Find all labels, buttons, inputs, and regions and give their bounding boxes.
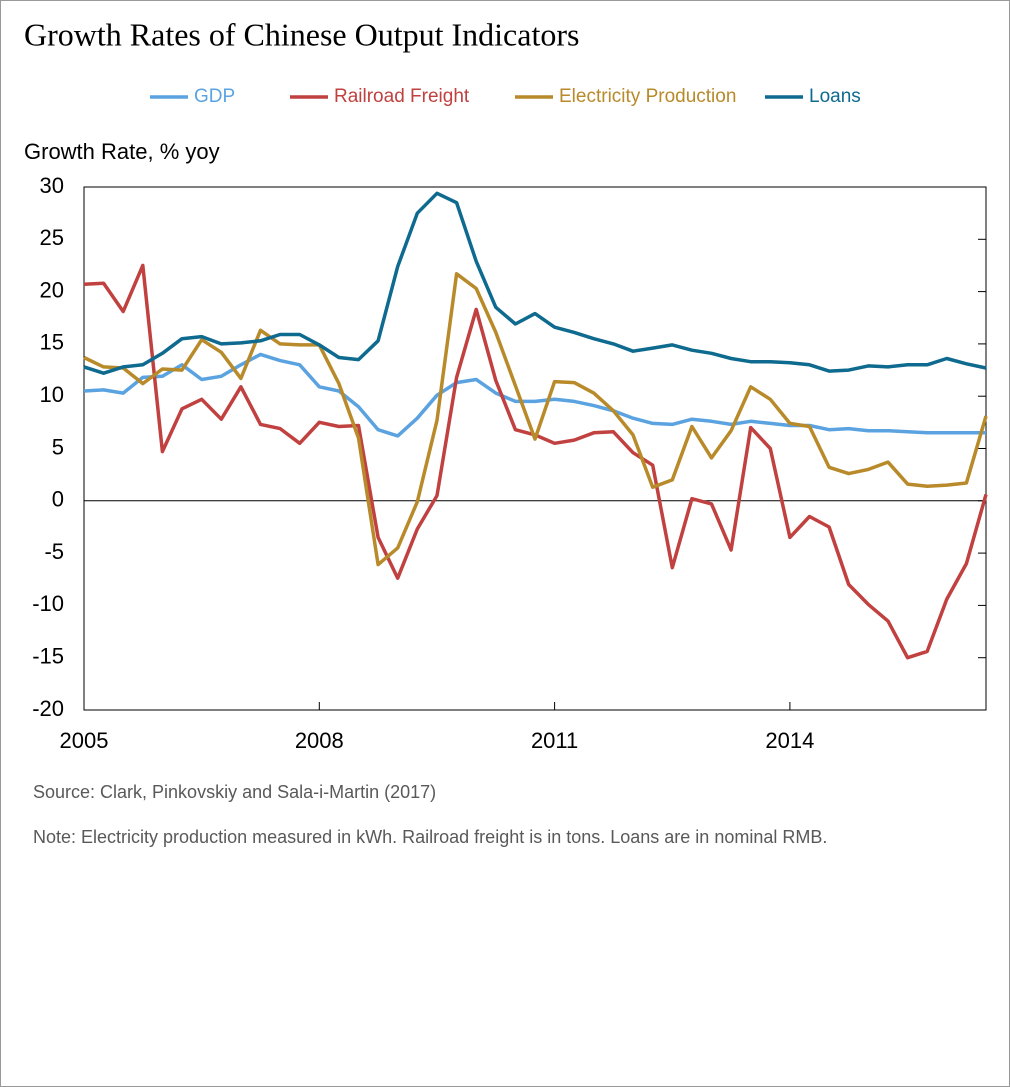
y-tick-label: 30 xyxy=(40,173,64,198)
y-tick-label: 25 xyxy=(40,225,64,250)
y-tick-label: -20 xyxy=(32,696,64,721)
y-tick-label: 0 xyxy=(52,487,64,512)
x-tick-label: 2011 xyxy=(531,728,578,753)
y-tick-label: -15 xyxy=(32,644,64,669)
legend-label: Electricity Production xyxy=(559,86,736,107)
y-tick-label: -10 xyxy=(32,591,64,616)
x-tick-label: 2014 xyxy=(765,728,814,753)
legend-label: Railroad Freight xyxy=(334,86,470,107)
series-line xyxy=(83,272,988,567)
chart-title: Growth Rates of Chinese Output Indicator… xyxy=(24,16,579,52)
y-axis-label: Growth Rate, % yoy xyxy=(24,139,220,164)
source: Source: Clark, Pinkovskiy and Sala-i-Mar… xyxy=(33,782,436,802)
y-tick-label: 15 xyxy=(40,330,64,355)
x-tick-label: 2008 xyxy=(295,728,344,753)
legend-label: GDP xyxy=(194,86,235,107)
series-line xyxy=(83,191,987,375)
x-tick-label: 2005 xyxy=(60,728,109,753)
y-tick-label: 5 xyxy=(52,434,64,459)
y-tick-label: -5 xyxy=(44,539,64,564)
note: Note: Electricity production measured in… xyxy=(33,827,827,847)
y-tick-label: 10 xyxy=(40,382,64,407)
y-tick-label: 20 xyxy=(40,277,64,302)
legend-label: Loans xyxy=(809,86,861,107)
